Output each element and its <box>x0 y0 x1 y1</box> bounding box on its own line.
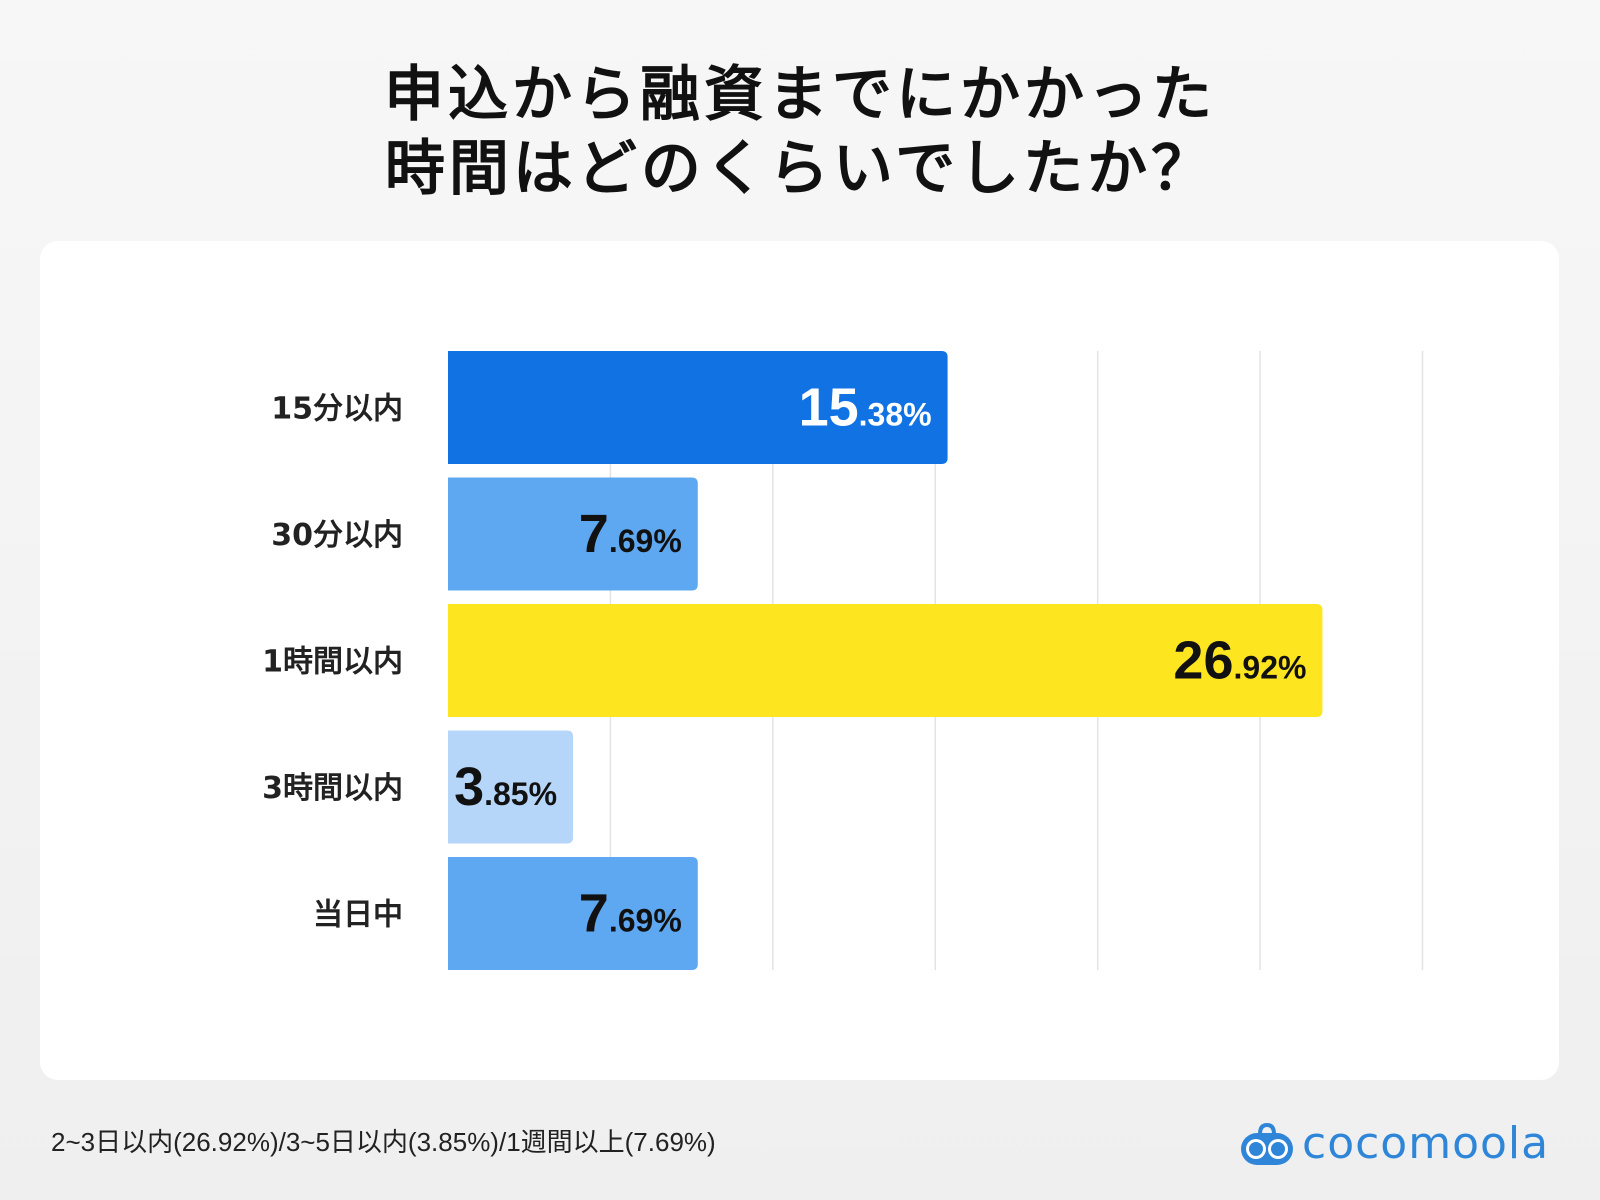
footnote: 2~3日以内(26.92%)/3~5日以内(3.85%)/1週間以上(7.69%… <box>51 1127 716 1157</box>
value-label: 15.38% <box>799 378 932 438</box>
value-label: 7.69% <box>579 884 682 944</box>
cocomoola-logo-icon <box>1241 1122 1293 1165</box>
category-label: 30分以内 <box>271 518 403 553</box>
bar <box>448 604 1323 717</box>
category-label: 15分以内 <box>271 392 403 427</box>
bar <box>448 351 948 464</box>
chart-title: 申込から融資までにかかった 時間はどのくらいでしたか？ <box>0 58 1600 206</box>
bar <box>448 477 698 591</box>
category-label: 3時間以内 <box>262 771 403 806</box>
category-label: 当日中 <box>313 898 403 933</box>
category-label: 1時間以内 <box>262 645 403 680</box>
logo: cocomoola <box>1240 1118 1549 1169</box>
value-label: 26.92% <box>1173 631 1306 691</box>
title-line-1: 申込から融資までにかかった <box>384 60 1216 130</box>
title-line-2: 時間はどのくらいでしたか？ <box>384 134 1216 204</box>
logo-text: cocomoola <box>1302 1118 1550 1169</box>
bar <box>448 730 574 844</box>
value-label: 7.69% <box>579 504 682 564</box>
value-label: 3.85% <box>454 757 557 817</box>
bar <box>448 857 698 970</box>
